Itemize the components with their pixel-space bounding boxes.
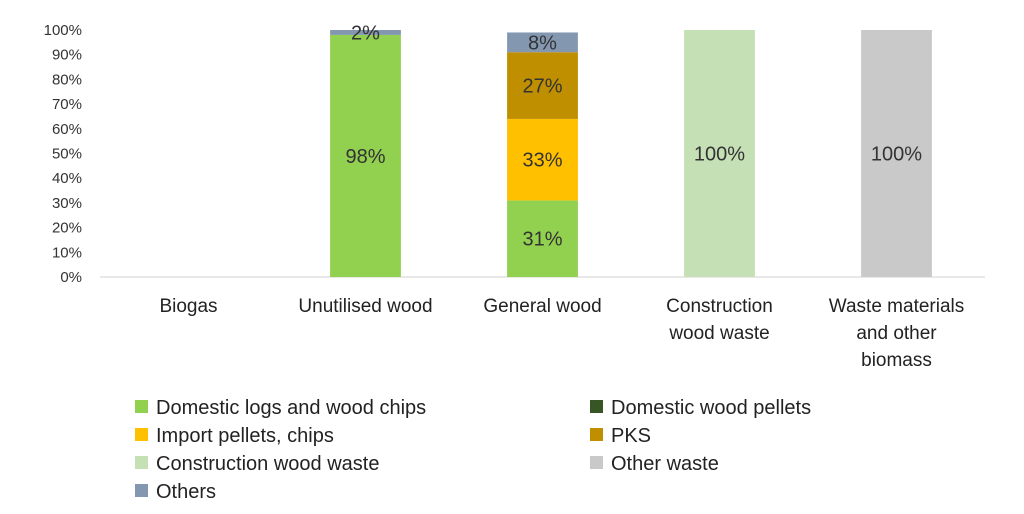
data-label: 8% — [528, 32, 557, 54]
y-tick-label: 20% — [52, 220, 82, 237]
legend-label: PKS — [611, 425, 651, 447]
legend-label: Import pellets, chips — [156, 425, 334, 447]
bar-segment — [507, 200, 578, 277]
y-tick-label: 10% — [52, 244, 82, 261]
bar-segment — [330, 34, 401, 277]
data-label: 31% — [522, 229, 562, 251]
legend-label: Construction wood waste — [156, 453, 379, 475]
data-label: 100% — [871, 144, 922, 166]
bar-segment — [861, 30, 932, 277]
y-tick-label: 90% — [52, 47, 82, 64]
legend-swatch — [135, 428, 148, 441]
category-label: and other — [856, 323, 937, 344]
legend-label: Domestic wood pellets — [611, 397, 811, 419]
y-tick-label: 60% — [52, 121, 82, 138]
bar-segment — [507, 32, 578, 53]
y-tick-label: 80% — [52, 71, 82, 88]
y-tick-label: 70% — [52, 96, 82, 113]
legend-label: Other waste — [611, 453, 719, 475]
legend-label: Others — [156, 481, 216, 503]
category-label: biomass — [861, 350, 932, 371]
bar-segment — [684, 30, 755, 277]
legend-swatch — [590, 400, 603, 413]
bar-segment — [330, 30, 401, 35]
bar-segment — [507, 52, 578, 119]
bar-segment — [507, 118, 578, 201]
y-tick-label: 0% — [60, 269, 82, 286]
legend-label: Domestic logs and wood chips — [156, 397, 426, 419]
category-label: Biogas — [159, 296, 217, 317]
category-label: Construction — [666, 296, 773, 317]
y-tick-label: 30% — [52, 195, 82, 212]
data-label: 2% — [351, 22, 380, 44]
legend-swatch — [135, 484, 148, 497]
category-label: General wood — [483, 296, 601, 317]
legend-swatch — [590, 456, 603, 469]
data-label: 98% — [345, 146, 385, 168]
data-label: 33% — [522, 150, 562, 172]
data-label: 27% — [522, 76, 562, 98]
category-label: Unutilised wood — [298, 296, 432, 317]
y-tick-label: 50% — [52, 146, 82, 163]
category-label: wood waste — [668, 323, 769, 344]
legend-swatch — [135, 400, 148, 413]
data-label: 100% — [694, 144, 745, 166]
y-tick-label: 100% — [44, 22, 82, 39]
legend-swatch — [135, 456, 148, 469]
legend-swatch — [590, 428, 603, 441]
y-tick-label: 40% — [52, 170, 82, 187]
category-label: Waste materials — [829, 296, 965, 317]
